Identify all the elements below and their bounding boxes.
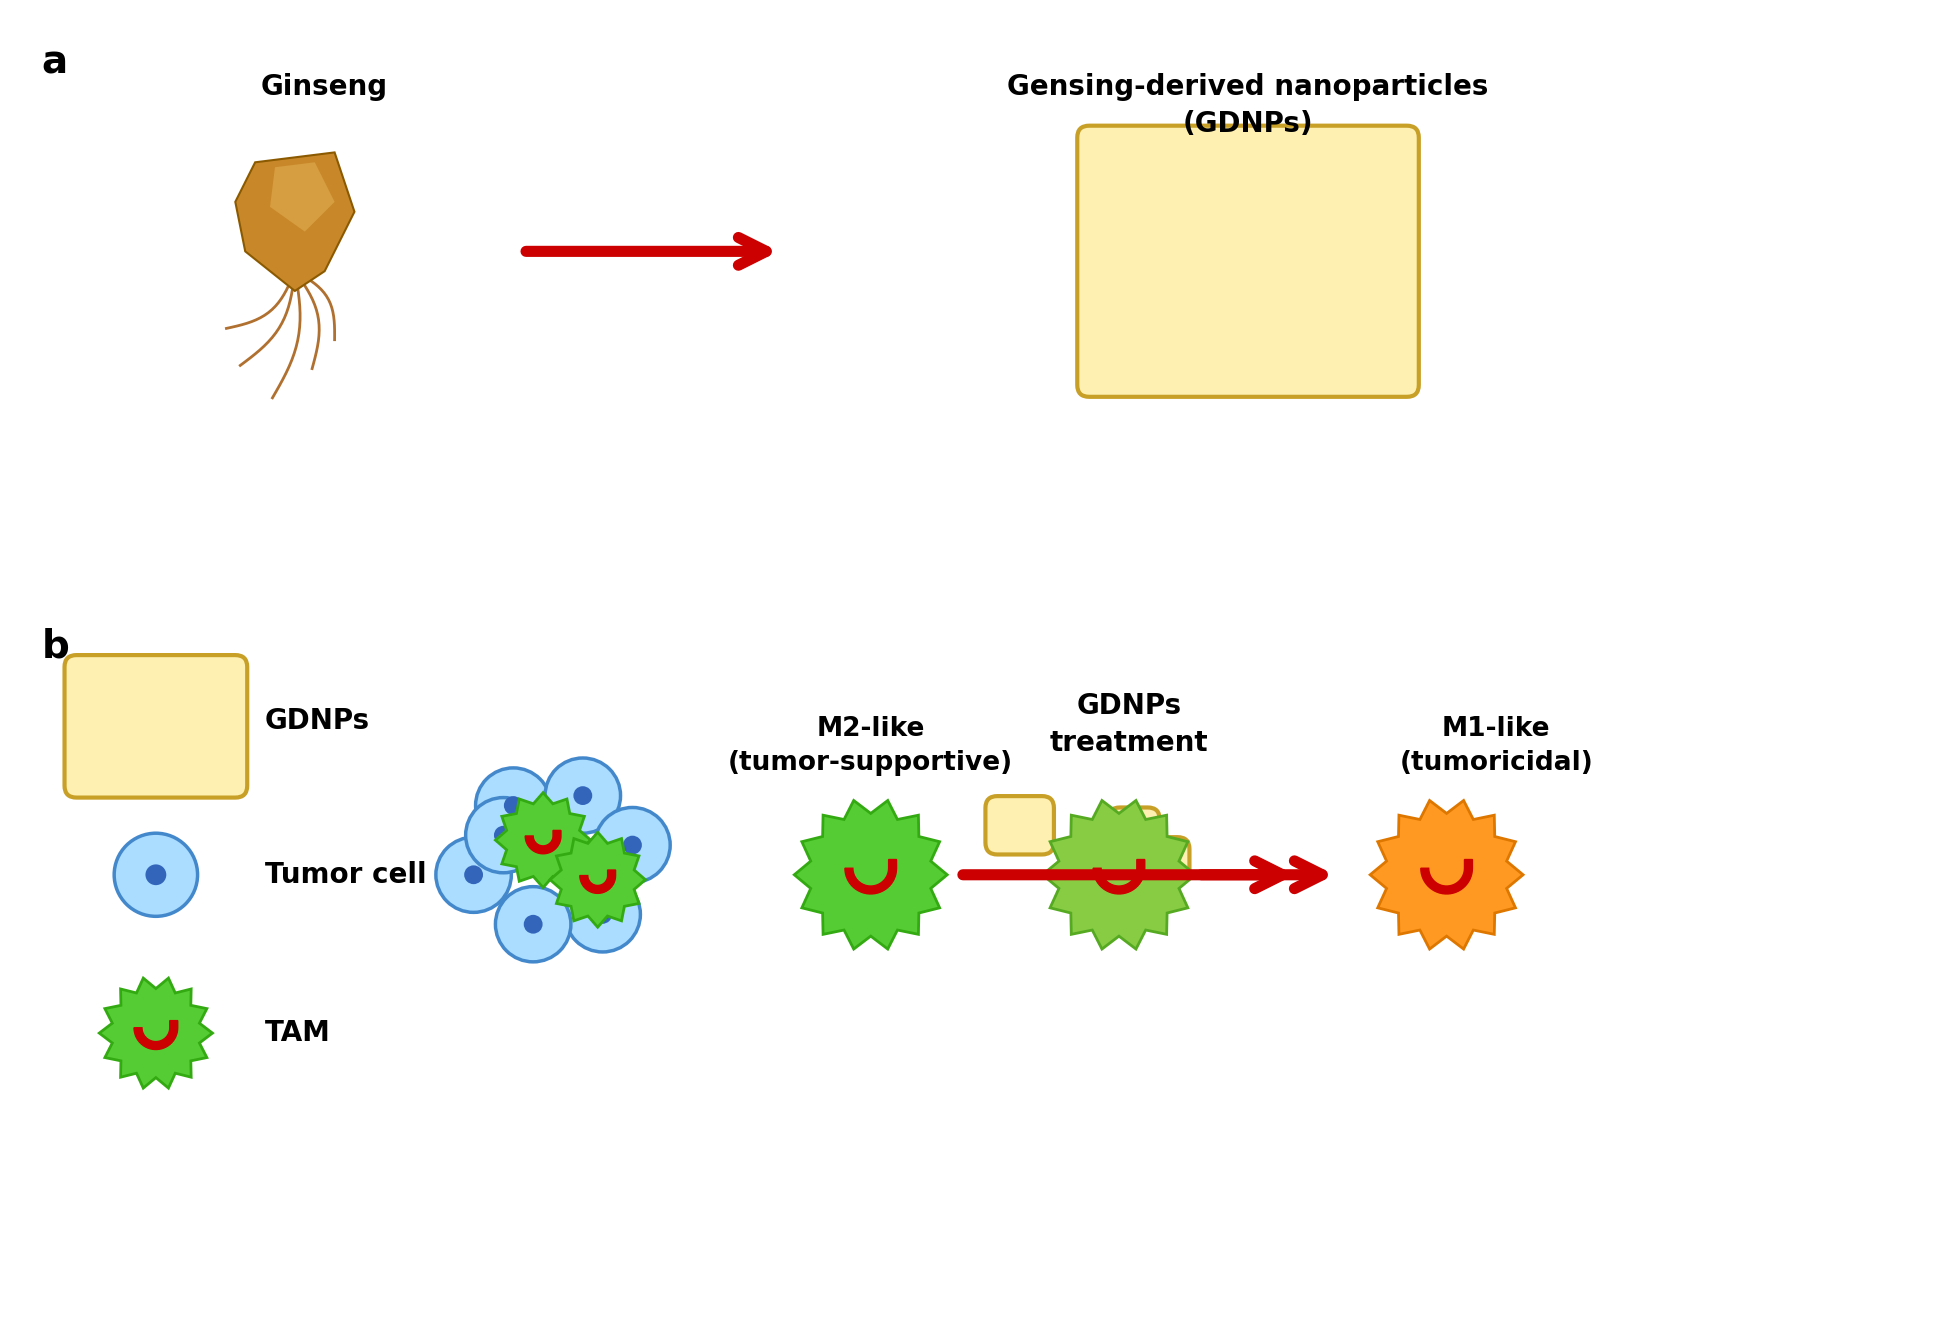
Polygon shape	[795, 800, 947, 949]
FancyBboxPatch shape	[1077, 126, 1418, 397]
Polygon shape	[271, 162, 335, 232]
Polygon shape	[1093, 860, 1143, 894]
Polygon shape	[236, 153, 355, 291]
Circle shape	[146, 864, 166, 885]
Polygon shape	[581, 871, 616, 893]
Text: Gensing-derived nanoparticles
(GDNPs): Gensing-derived nanoparticles (GDNPs)	[1007, 73, 1488, 138]
Text: M2-like
(tumor-supportive): M2-like (tumor-supportive)	[729, 717, 1013, 776]
Circle shape	[475, 768, 551, 843]
FancyBboxPatch shape	[64, 656, 247, 798]
Circle shape	[436, 837, 510, 913]
Polygon shape	[1420, 860, 1471, 894]
Text: GDNPs: GDNPs	[265, 707, 370, 735]
Circle shape	[565, 877, 641, 951]
FancyBboxPatch shape	[1083, 823, 1134, 868]
Circle shape	[545, 758, 619, 833]
Circle shape	[466, 798, 542, 873]
Polygon shape	[845, 860, 896, 894]
Circle shape	[115, 833, 197, 917]
Text: a: a	[41, 44, 68, 81]
Circle shape	[594, 807, 670, 882]
Circle shape	[493, 825, 512, 844]
FancyBboxPatch shape	[1108, 807, 1159, 853]
FancyBboxPatch shape	[986, 796, 1054, 855]
Circle shape	[464, 865, 483, 884]
FancyBboxPatch shape	[1138, 837, 1188, 882]
Circle shape	[495, 886, 571, 962]
Text: GDNPs
treatment: GDNPs treatment	[1050, 691, 1208, 756]
Polygon shape	[99, 978, 212, 1088]
Text: TAM: TAM	[265, 1019, 331, 1047]
Polygon shape	[134, 1020, 177, 1050]
Circle shape	[524, 914, 542, 934]
Polygon shape	[524, 831, 561, 853]
Circle shape	[623, 836, 641, 855]
Text: M1-like
(tumoricidal): M1-like (tumoricidal)	[1399, 717, 1592, 776]
Circle shape	[573, 786, 592, 805]
Text: Tumor cell: Tumor cell	[265, 861, 427, 889]
Polygon shape	[1369, 800, 1521, 949]
Text: Ginseng: Ginseng	[261, 73, 388, 101]
Circle shape	[505, 796, 522, 815]
Polygon shape	[1042, 800, 1194, 949]
Text: b: b	[41, 628, 70, 665]
Polygon shape	[495, 792, 590, 888]
Circle shape	[592, 905, 612, 924]
Polygon shape	[549, 832, 645, 928]
